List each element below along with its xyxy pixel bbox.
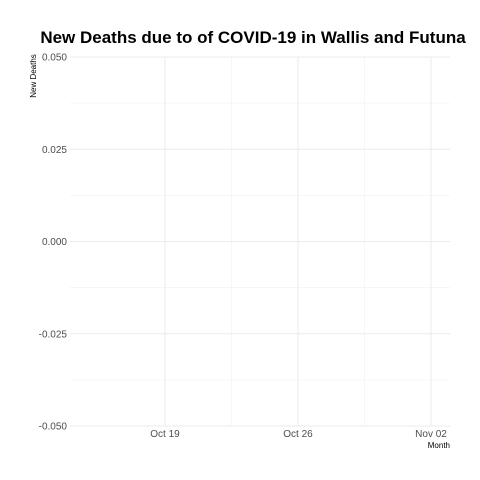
x-axis-ticks: Oct 19 Oct 26 Nov 02 xyxy=(150,429,447,440)
x-axis-title: Month xyxy=(428,441,450,450)
y-tick-label: -0.025 xyxy=(39,329,68,340)
y-tick-label: 0.025 xyxy=(42,145,67,156)
x-tick-label: Oct 19 xyxy=(150,429,180,440)
x-tick-label: Oct 26 xyxy=(283,429,313,440)
major-gridlines xyxy=(70,56,450,427)
y-tick-label: 0.050 xyxy=(42,53,67,64)
y-tick-label: -0.050 xyxy=(39,422,68,433)
y-axis-ticks: 0.050 0.025 0.000 -0.025 -0.050 xyxy=(39,53,68,433)
chart-title: New Deaths due to of COVID-19 in Wallis … xyxy=(40,28,466,47)
y-tick-label: 0.000 xyxy=(42,237,67,248)
x-tick-label: Nov 02 xyxy=(415,429,447,440)
y-axis-title: New Deaths xyxy=(29,54,38,98)
